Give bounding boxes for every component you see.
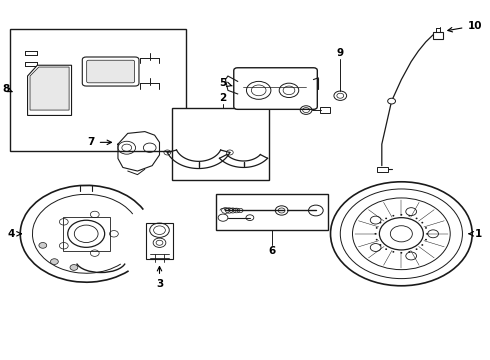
Bar: [146, 223, 173, 259]
FancyBboxPatch shape: [82, 57, 139, 86]
Text: 3: 3: [156, 266, 163, 289]
Bar: [63, 217, 110, 251]
Circle shape: [70, 265, 78, 270]
Text: 8: 8: [2, 84, 12, 94]
Text: 4: 4: [8, 229, 21, 239]
Text: 1: 1: [469, 229, 482, 239]
Bar: [377, 167, 388, 172]
FancyBboxPatch shape: [87, 60, 135, 83]
Text: 7: 7: [87, 138, 112, 147]
Text: 10: 10: [448, 21, 482, 32]
FancyBboxPatch shape: [234, 68, 318, 109]
Circle shape: [388, 98, 395, 104]
Bar: [433, 32, 443, 40]
Text: 9: 9: [337, 48, 344, 58]
Circle shape: [39, 243, 47, 248]
Bar: [216, 194, 328, 230]
Bar: [320, 107, 330, 113]
Bar: [172, 108, 270, 180]
Text: 5: 5: [220, 78, 232, 88]
Bar: [10, 30, 186, 151]
Polygon shape: [27, 65, 72, 116]
Circle shape: [50, 259, 58, 265]
Text: 6: 6: [268, 246, 275, 256]
Text: 2: 2: [220, 93, 227, 103]
Polygon shape: [30, 67, 69, 110]
